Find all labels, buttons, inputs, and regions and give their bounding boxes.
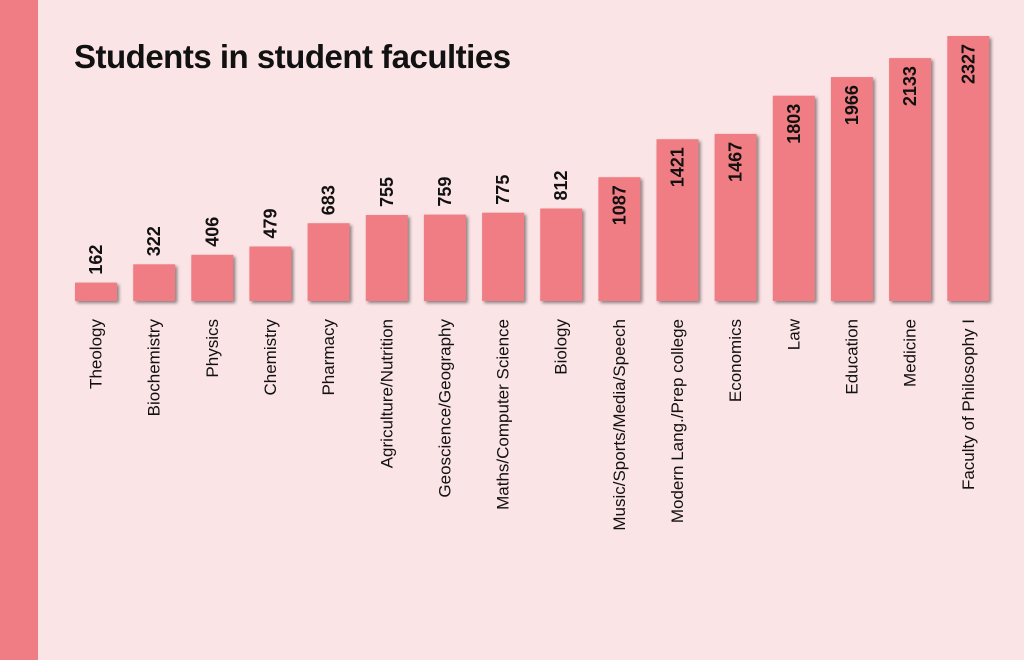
bar-7 — [423, 214, 466, 301]
chart-title: Students in student faculties — [74, 38, 511, 75]
value-label: 1803 — [784, 104, 804, 144]
value-label: 406 — [202, 217, 222, 247]
value-label: 1966 — [842, 85, 862, 125]
value-label: 1087 — [609, 185, 629, 225]
value-label: 322 — [144, 226, 164, 256]
bar-12 — [714, 133, 757, 301]
bar-2 — [133, 264, 176, 301]
value-label: 759 — [435, 177, 455, 207]
category-label: Biology — [552, 319, 571, 375]
category-label: Law — [784, 318, 803, 350]
bar-9 — [540, 208, 583, 301]
category-label: Education — [842, 319, 861, 395]
bar-16 — [947, 36, 990, 301]
category-label: Agriculture/Nutrition — [377, 319, 396, 468]
category-label: Faculty of Philosophy I — [959, 319, 978, 490]
bar-3 — [191, 254, 234, 301]
category-label: Economics — [726, 319, 745, 402]
value-label: 812 — [551, 170, 571, 200]
side-accent-strip — [0, 0, 38, 660]
category-label: Theology — [87, 319, 106, 389]
bar-4 — [249, 246, 292, 301]
value-label: 683 — [319, 185, 339, 215]
category-label: Modern Lang./Prep college — [668, 319, 687, 523]
category-label: Biochemistry — [145, 319, 164, 417]
category-label: Physics — [203, 319, 222, 378]
bar-6 — [365, 215, 408, 301]
bar-11 — [656, 139, 699, 301]
bar-13 — [772, 95, 815, 301]
category-label: Geoscience/Geography — [435, 319, 454, 498]
value-label: 1467 — [726, 142, 746, 182]
value-label: 2327 — [958, 44, 978, 84]
bar-10 — [598, 177, 641, 301]
bar-14 — [830, 77, 873, 301]
category-label: Chemistry — [261, 319, 280, 396]
category-label: Maths/Computer Science — [494, 319, 513, 510]
category-label: Medicine — [901, 319, 920, 387]
category-label: Pharmacy — [319, 319, 338, 396]
category-label: Music/Sports/Media/Speech — [610, 319, 629, 531]
bar-8 — [482, 212, 525, 301]
value-label: 755 — [377, 177, 397, 207]
value-label: 162 — [86, 245, 106, 275]
bar-15 — [889, 58, 932, 301]
bar-1 — [75, 282, 117, 301]
value-label: 1421 — [668, 147, 688, 187]
value-label: 2133 — [900, 66, 920, 106]
value-label: 479 — [260, 208, 280, 238]
value-label: 775 — [493, 175, 513, 205]
bar-5 — [307, 223, 350, 301]
